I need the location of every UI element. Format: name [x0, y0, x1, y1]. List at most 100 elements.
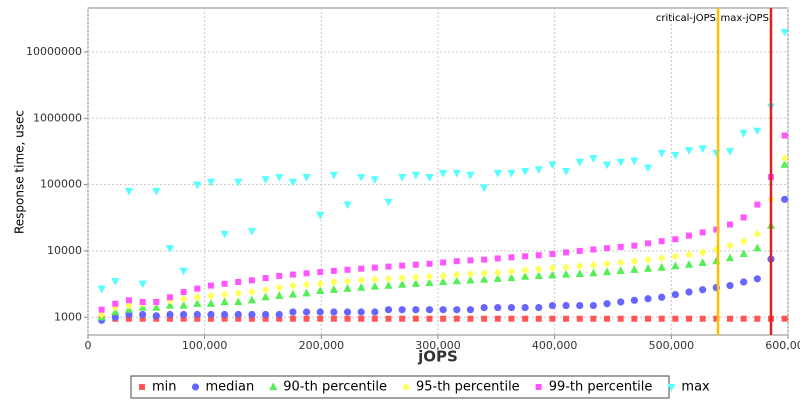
- point: [302, 280, 311, 289]
- point: [330, 315, 337, 322]
- point: [220, 230, 229, 239]
- point: [206, 299, 216, 307]
- point: [754, 201, 761, 208]
- point: [398, 273, 406, 283]
- point: [467, 257, 474, 264]
- point: [248, 277, 255, 284]
- point: [344, 266, 351, 273]
- point: [698, 258, 707, 266]
- y-tick-label: 100000: [40, 178, 82, 191]
- point: [576, 247, 583, 254]
- point: [726, 315, 733, 322]
- point: [617, 315, 624, 322]
- point: [111, 313, 119, 321]
- point: [521, 266, 529, 275]
- point: [686, 232, 693, 239]
- point: [698, 145, 707, 154]
- point: [781, 154, 789, 163]
- point: [494, 315, 501, 322]
- point: [317, 315, 324, 322]
- point: [507, 303, 516, 312]
- legend-swatch: [139, 384, 145, 390]
- point: [466, 171, 475, 180]
- point: [713, 226, 720, 233]
- point: [631, 315, 638, 322]
- point: [289, 315, 296, 322]
- point: [576, 262, 584, 271]
- x-tick-label: 0: [85, 339, 92, 352]
- point: [112, 300, 119, 307]
- point: [753, 127, 762, 136]
- point: [399, 262, 406, 269]
- legend-swatch: [535, 384, 542, 390]
- point: [439, 306, 447, 314]
- point: [180, 315, 187, 322]
- point: [234, 289, 242, 298]
- point: [671, 261, 680, 270]
- point: [398, 173, 407, 182]
- point: [643, 164, 653, 173]
- point: [234, 310, 242, 319]
- point: [262, 315, 269, 322]
- point: [206, 178, 216, 187]
- point: [522, 253, 529, 260]
- point: [685, 250, 693, 259]
- point: [384, 274, 393, 283]
- point: [289, 281, 297, 290]
- point: [684, 147, 694, 155]
- point: [507, 267, 516, 276]
- point: [247, 227, 257, 236]
- point: [699, 315, 706, 322]
- point: [657, 263, 666, 271]
- point: [534, 166, 543, 174]
- point: [781, 315, 788, 322]
- point: [481, 315, 488, 322]
- point: [261, 176, 270, 184]
- point: [193, 293, 201, 302]
- point: [153, 298, 160, 305]
- point: [194, 315, 201, 322]
- point: [111, 278, 120, 286]
- point: [440, 315, 447, 322]
- point: [684, 260, 694, 268]
- point: [740, 214, 747, 221]
- legend-label: median: [206, 380, 255, 395]
- point: [740, 315, 747, 322]
- point: [412, 315, 419, 322]
- point: [207, 282, 214, 289]
- point: [549, 250, 556, 257]
- point: [357, 173, 366, 182]
- point: [165, 245, 175, 253]
- point: [398, 306, 406, 314]
- point: [549, 315, 556, 322]
- point: [385, 315, 392, 322]
- point: [658, 293, 666, 301]
- point: [563, 249, 570, 256]
- point: [425, 278, 434, 286]
- point: [221, 280, 228, 287]
- point: [302, 288, 311, 297]
- point: [548, 301, 557, 310]
- point: [302, 308, 311, 316]
- point: [439, 169, 448, 178]
- point: [221, 315, 228, 322]
- legend-swatch: [269, 382, 278, 391]
- point: [780, 160, 789, 168]
- legend-label: 90-th percentile: [283, 380, 387, 395]
- marker-label: max-jOPS: [721, 13, 769, 24]
- point: [740, 237, 748, 246]
- point: [589, 155, 598, 163]
- point: [385, 263, 392, 270]
- y-tick-label: 1000: [54, 310, 82, 323]
- point: [411, 171, 420, 180]
- point: [466, 269, 475, 279]
- point: [235, 279, 242, 286]
- point: [699, 229, 706, 236]
- point: [452, 169, 461, 178]
- point: [671, 290, 679, 299]
- x-tick-label: 600,000: [765, 339, 800, 352]
- point: [494, 255, 501, 262]
- point: [617, 258, 625, 267]
- point: [139, 310, 147, 319]
- point: [507, 273, 516, 282]
